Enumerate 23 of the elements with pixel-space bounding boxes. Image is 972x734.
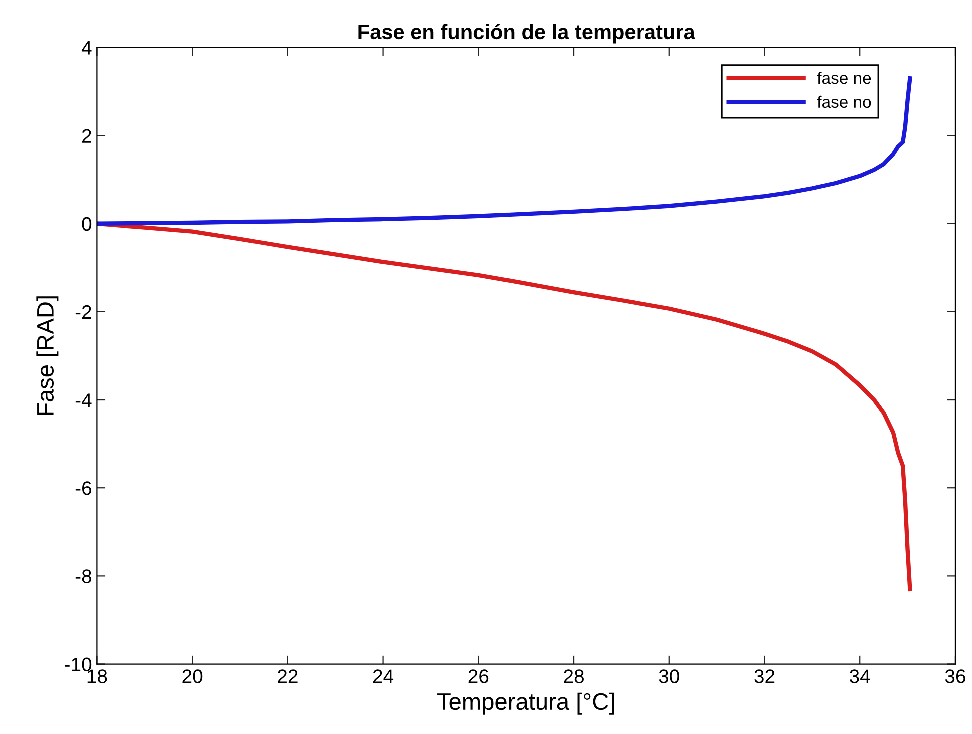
x-tick-label: 26 — [468, 670, 489, 684]
y-tick-label: -6 — [76, 482, 92, 496]
y-tick-label: -10 — [65, 658, 92, 672]
x-tick-label: 22 — [278, 670, 298, 684]
y-tick-label: -2 — [76, 305, 92, 319]
x-tick-label: 18 — [88, 670, 108, 684]
y-tick-label: 2 — [82, 129, 92, 143]
x-tick-label: 36 — [945, 670, 966, 684]
y-axis-title: Fase [RAD] — [36, 296, 59, 416]
y-tick-label: -4 — [76, 394, 92, 408]
x-tick-label: 30 — [659, 670, 680, 684]
x-tick-label: 24 — [373, 670, 394, 684]
chart-title: Fase en función de la temperatura — [358, 24, 696, 44]
x-tick-label: 34 — [850, 670, 870, 684]
x-tick-label: 32 — [754, 670, 775, 684]
x-axis-title: Temperatura [°C] — [438, 692, 614, 715]
legend-label: fase ne — [817, 72, 872, 84]
y-tick-label: -8 — [76, 570, 92, 584]
y-tick-label: 0 — [82, 217, 92, 232]
x-tick-label: 28 — [564, 670, 584, 684]
y-tick-label: 4 — [82, 41, 92, 55]
legend-label: fase no — [817, 96, 872, 108]
x-tick-label: 20 — [182, 670, 203, 684]
